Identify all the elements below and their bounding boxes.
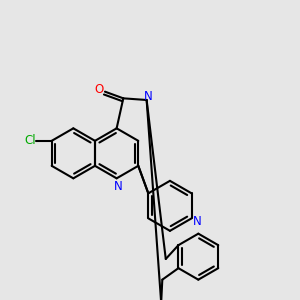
Text: N: N [193,215,202,228]
Text: Cl: Cl [24,134,36,147]
Text: O: O [94,83,104,97]
Text: N: N [144,90,152,103]
Text: N: N [114,180,123,193]
